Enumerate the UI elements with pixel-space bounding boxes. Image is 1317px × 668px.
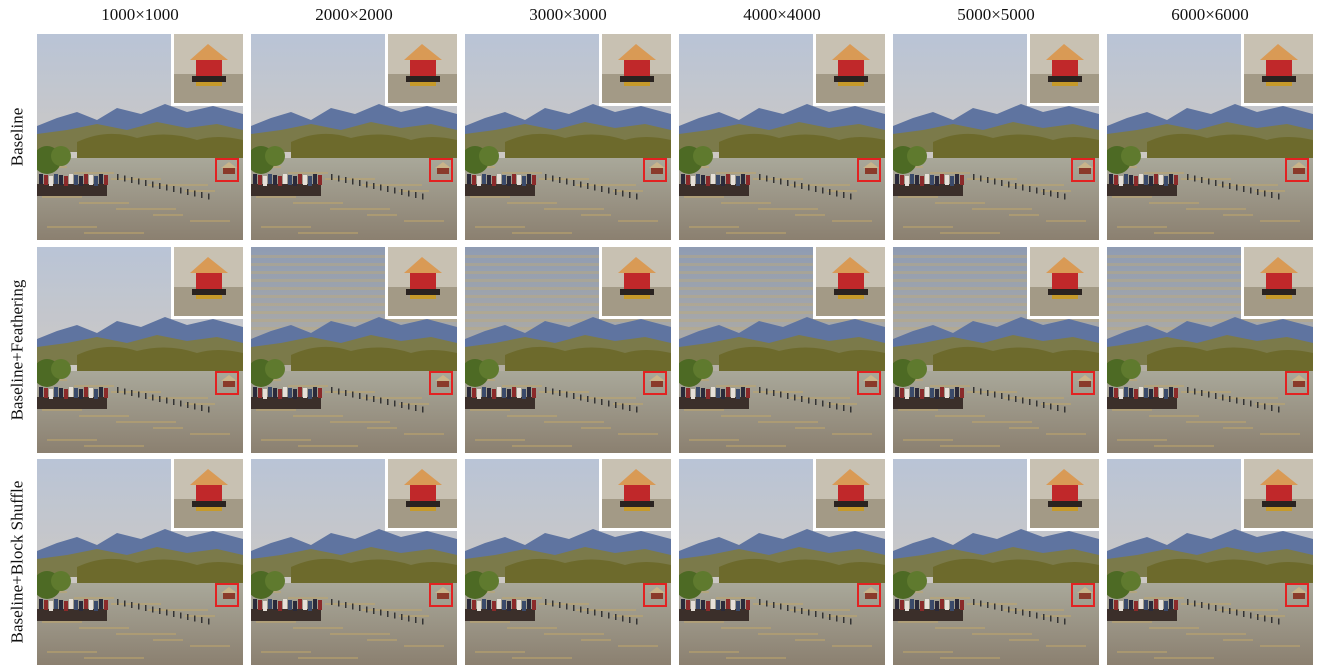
column-header: 1000×1000 (101, 5, 179, 24)
column-header: 3000×3000 (529, 5, 607, 24)
zoom-region-box (215, 371, 239, 395)
row-label: Baseline+Feathering (2, 247, 32, 453)
zoom-region-box (857, 158, 881, 182)
row-label-text: Baseline+Feathering (7, 279, 27, 421)
zoom-region-box (1285, 158, 1309, 182)
result-image (465, 34, 671, 240)
zoom-region-box (1071, 583, 1095, 607)
zoom-region-box (857, 371, 881, 395)
result-image (1107, 459, 1313, 665)
zoom-region-box (1071, 371, 1095, 395)
zoom-region-box (429, 158, 453, 182)
zoom-inset (385, 34, 457, 106)
zoom-region-box (1071, 158, 1095, 182)
result-image (37, 34, 243, 240)
zoom-region-box (215, 158, 239, 182)
zoom-inset (385, 247, 457, 319)
zoom-inset (171, 34, 243, 106)
result-image (893, 34, 1099, 240)
result-image (37, 247, 243, 453)
result-image (1107, 34, 1313, 240)
zoom-inset (1027, 247, 1099, 319)
result-image (679, 459, 885, 665)
column-header: 2000×2000 (315, 5, 393, 24)
zoom-inset (1241, 247, 1313, 319)
zoom-inset (1241, 34, 1313, 106)
result-image (893, 459, 1099, 665)
column-header: 6000×6000 (1171, 5, 1249, 24)
zoom-inset (385, 459, 457, 531)
result-image (251, 459, 457, 665)
zoom-region-box (643, 583, 667, 607)
zoom-region-box (643, 158, 667, 182)
result-image (465, 459, 671, 665)
zoom-inset (813, 459, 885, 531)
zoom-region-box (429, 371, 453, 395)
result-image (251, 247, 457, 453)
row-label-text: Baseline (7, 107, 27, 167)
row-label-text: Baseline+Block Shuffle (7, 480, 27, 644)
zoom-region-box (857, 583, 881, 607)
result-image (465, 247, 671, 453)
zoom-inset (599, 34, 671, 106)
zoom-inset (171, 247, 243, 319)
result-image (679, 34, 885, 240)
column-header: 5000×5000 (957, 5, 1035, 24)
zoom-inset (1241, 459, 1313, 531)
zoom-region-box (215, 583, 239, 607)
row-label: Baseline+Block Shuffle (2, 459, 32, 665)
result-image (893, 247, 1099, 453)
zoom-region-box (1285, 583, 1309, 607)
zoom-region-box (643, 371, 667, 395)
zoom-inset (813, 247, 885, 319)
zoom-inset (813, 34, 885, 106)
result-image (251, 34, 457, 240)
row-label: Baseline (2, 34, 32, 240)
column-header: 4000×4000 (743, 5, 821, 24)
zoom-inset (171, 459, 243, 531)
zoom-inset (599, 247, 671, 319)
zoom-region-box (429, 583, 453, 607)
result-image (37, 459, 243, 665)
result-image (1107, 247, 1313, 453)
zoom-inset (1027, 459, 1099, 531)
result-image (679, 247, 885, 453)
zoom-inset (1027, 34, 1099, 106)
zoom-region-box (1285, 371, 1309, 395)
zoom-inset (599, 459, 671, 531)
